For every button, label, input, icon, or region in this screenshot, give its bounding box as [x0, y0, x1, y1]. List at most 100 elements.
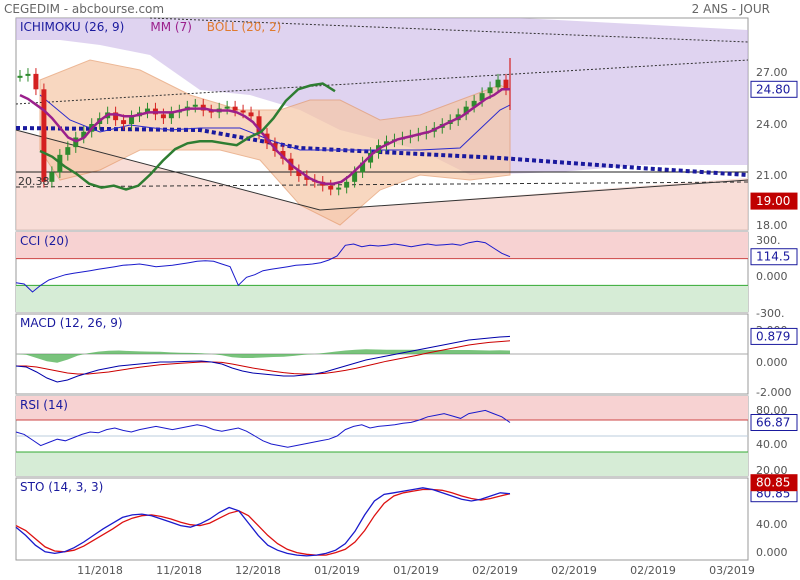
candle-body	[280, 150, 286, 159]
legend-price: BOLL (20, 2)	[207, 20, 282, 34]
chart-source-title: CEGEDIM - abcbourse.com	[4, 2, 165, 16]
x-axis-label: 01/2019	[393, 564, 439, 577]
value-badge	[750, 474, 798, 492]
support-line	[15, 129, 749, 211]
candle-body	[336, 187, 342, 190]
candle-body	[383, 141, 389, 146]
candle-body	[487, 87, 493, 94]
x-axis-label: 02/2019	[551, 564, 597, 577]
chart-header: CEGEDIM - abcbourse.com 2 ANS - JOUR	[0, 0, 800, 18]
legend-price: ICHIMOKU (26, 9)	[20, 20, 124, 34]
candle-body	[296, 170, 302, 177]
candle-body	[25, 73, 31, 76]
candle-body	[65, 147, 71, 155]
tenkan-line	[39, 94, 511, 151]
y-tick-label: 24.00	[756, 118, 788, 131]
rsi-overbought-zone	[16, 396, 748, 420]
legend-price: MM (7)	[150, 20, 192, 34]
legend-rsi: RSI (14)	[20, 398, 68, 412]
candle-body	[41, 89, 47, 182]
value-badge-text: 80.85	[756, 476, 790, 490]
y-tick-label: 40.00	[756, 438, 788, 451]
value-badge	[750, 414, 798, 432]
chikou-line	[39, 82, 336, 191]
mm7-line	[19, 88, 510, 185]
candle-body	[121, 120, 127, 124]
y-tick-label: 80.00	[756, 404, 788, 417]
candle-body	[224, 106, 230, 109]
candle-body	[232, 106, 238, 111]
candle-body	[33, 73, 39, 90]
value-badge	[750, 192, 798, 210]
x-axis-label: 02/2019	[472, 564, 518, 577]
candle-body	[471, 100, 477, 107]
x-axis-label: 01/2019	[314, 564, 360, 577]
candle-body	[503, 79, 509, 90]
x-axis-label: 03/2019	[709, 564, 755, 577]
y-tick-label: 0.000	[756, 546, 788, 559]
value-badge-text: 0.879	[756, 329, 790, 343]
candle-body	[113, 112, 119, 121]
cci-line	[15, 240, 511, 293]
rsi-line	[15, 409, 511, 448]
y-tick-label: 40.00	[756, 518, 788, 531]
candle-body	[81, 131, 87, 138]
y-tick-label: 21.00	[756, 169, 788, 182]
macd-histogram	[16, 349, 510, 363]
candle-body	[352, 172, 358, 182]
candle-body	[240, 110, 246, 113]
x-axis-label: 12/2018	[235, 564, 281, 577]
y-tick-label: 0.000	[756, 356, 788, 369]
y-tick-label: 27.00	[756, 66, 788, 79]
candle-body	[144, 108, 150, 113]
candle-body	[208, 110, 214, 113]
candle-body	[168, 112, 174, 119]
candle-body	[328, 185, 334, 190]
cci-oversold-zone	[16, 285, 748, 312]
signal-line	[16, 340, 511, 375]
candle-body	[368, 152, 374, 163]
y-tick-label: 0.000	[756, 270, 788, 283]
candle-body	[49, 172, 55, 182]
value-badge	[750, 80, 798, 98]
ichimoku-cloud	[16, 18, 748, 175]
support-zone	[16, 130, 748, 230]
candle-body	[17, 75, 23, 78]
y-tick-label: -300.	[756, 307, 784, 320]
candle-body	[248, 112, 254, 117]
candle-body	[463, 106, 469, 115]
candle-body	[479, 93, 485, 101]
macd-line	[15, 335, 511, 383]
x-axis-label: 02/2019	[630, 564, 676, 577]
sto-d-line	[15, 488, 511, 556]
y-tick-label: 300.	[756, 234, 781, 247]
value-badge-text: 19.00	[756, 194, 790, 208]
panel-frame-sto	[15, 477, 749, 561]
candle-body	[344, 181, 350, 188]
candle-body	[129, 116, 135, 124]
value-badge-text: 24.80	[756, 82, 790, 96]
legend-macd: MACD (12, 26, 9)	[20, 316, 123, 330]
candle-body	[256, 116, 262, 134]
kijun-line	[15, 126, 749, 177]
legend-cci: CCI (20)	[20, 234, 69, 248]
y-tick-label: 20.00	[756, 464, 788, 477]
candle-body	[495, 79, 501, 88]
candle-body	[304, 176, 310, 180]
value-badge-text: 114.5	[756, 250, 790, 264]
period-label: 2 ANS - JOUR	[691, 2, 770, 16]
value-badge	[750, 327, 798, 345]
candle-body	[360, 162, 366, 173]
value-badge-text: 66.87	[756, 416, 790, 430]
legend-sto: STO (14, 3, 3)	[20, 480, 103, 494]
y-tick-label: 18.00	[756, 219, 788, 232]
sto-k-line	[15, 487, 511, 557]
candle-body	[160, 114, 166, 119]
support-value-label: 20.38	[18, 175, 50, 188]
x-axis-label: 11/2018	[156, 564, 202, 577]
x-axis-label: 11/2018	[77, 564, 123, 577]
candle-body	[192, 104, 198, 107]
rsi-oversold-zone	[16, 452, 748, 476]
y-tick-label: -2.000	[756, 386, 791, 399]
